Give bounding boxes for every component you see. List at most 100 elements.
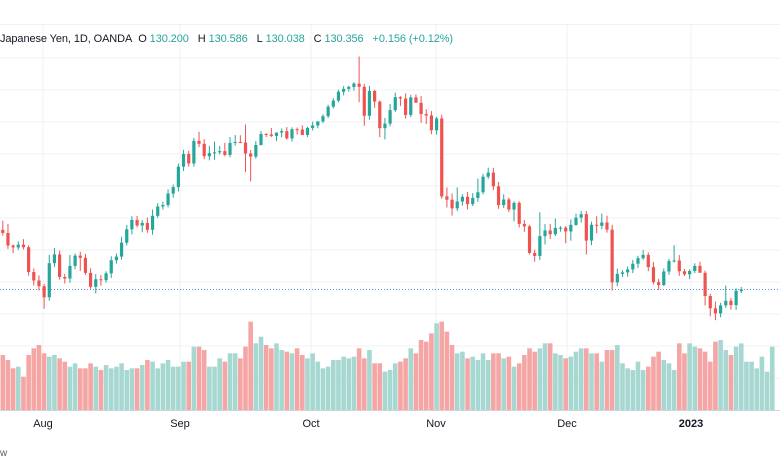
candle (176, 163, 180, 192)
candle-body (527, 226, 532, 253)
candle-body (455, 201, 459, 209)
candle-body (109, 260, 113, 274)
candle (197, 131, 201, 148)
candle-body (280, 131, 284, 133)
candle (104, 271, 108, 283)
candle (486, 167, 490, 179)
footer-text: w (0, 448, 8, 459)
candle (109, 256, 113, 278)
candle (688, 269, 692, 280)
candle-body (398, 97, 403, 99)
volume-bar (738, 343, 744, 410)
volume-bar (372, 363, 377, 410)
volume-bar (26, 355, 31, 410)
volume-bar (480, 353, 486, 410)
candle-body (450, 199, 454, 209)
candle (16, 241, 20, 250)
volume-bar (341, 356, 346, 410)
candle (677, 255, 681, 276)
volume-bar (434, 323, 439, 410)
candle (383, 117, 387, 140)
candle (238, 135, 242, 144)
candle-body (620, 272, 625, 274)
volume-bar (361, 358, 367, 410)
candle-body (636, 258, 640, 264)
volume-bar (377, 363, 383, 410)
candle-body (445, 196, 449, 200)
volume-bar (129, 368, 135, 410)
volume-bar (212, 366, 217, 410)
candle-body (32, 272, 36, 281)
volume-bar (449, 345, 455, 410)
candle (21, 239, 26, 250)
candle (496, 181, 501, 209)
symbol-label[interactable]: Japanese Yen, 1D, OANDA (0, 33, 133, 45)
volume-bar (398, 361, 403, 410)
volume-bar (423, 341, 429, 410)
close-value: C 130.356 (313, 33, 364, 45)
volume-bar (248, 321, 253, 410)
candle (569, 219, 573, 241)
candle-body (357, 83, 361, 87)
volume-bar (522, 355, 527, 410)
candle-body (393, 97, 397, 111)
candle-body (274, 132, 279, 136)
candle-body (6, 232, 10, 246)
candle-body (223, 151, 227, 155)
time-axis: Aug Sep Oct Nov Dec 2023 (33, 418, 703, 430)
candle-body (176, 166, 180, 188)
candle-body (145, 222, 149, 230)
volume-bar (635, 361, 641, 410)
candle (145, 217, 149, 233)
candle-body (1, 229, 5, 233)
candle-body (264, 133, 268, 135)
volume-bar (413, 353, 419, 410)
candle (610, 224, 614, 291)
candle-body (259, 133, 263, 145)
candle (171, 184, 175, 198)
candle-body (269, 134, 273, 136)
candle-body (249, 153, 253, 157)
candle-body (538, 236, 542, 256)
candle (331, 98, 335, 109)
candle-body (37, 280, 41, 287)
candle (150, 209, 155, 235)
volume-bar (46, 356, 52, 410)
candle (729, 298, 733, 310)
x-tick-label: 2023 (679, 418, 703, 430)
volume-bar (263, 345, 269, 410)
low-value: L 130.038 (256, 33, 305, 45)
candle (605, 215, 609, 233)
volume-bar (578, 348, 584, 410)
candle-body (703, 272, 707, 296)
candle (37, 275, 41, 291)
candle (543, 224, 547, 245)
candle (533, 249, 537, 262)
candle-body (383, 123, 387, 129)
volume-bar (656, 351, 661, 410)
volume-bar (733, 346, 739, 410)
candle-body (403, 98, 408, 115)
candle (58, 250, 62, 280)
volume-bar (584, 348, 589, 410)
volume-bar (83, 368, 88, 410)
candle (367, 85, 372, 120)
candle (434, 116, 439, 135)
candle (42, 284, 46, 309)
candle (300, 125, 304, 135)
candle (352, 82, 356, 91)
candle-body (719, 305, 723, 314)
candle (223, 142, 227, 157)
volume-bar (243, 346, 248, 410)
candle-body (672, 260, 676, 262)
volume-bar (191, 346, 197, 410)
candle (254, 141, 258, 159)
candle-body (496, 186, 501, 206)
candle-body (388, 110, 392, 124)
candle (558, 226, 563, 232)
candle-body (651, 267, 656, 283)
candle-body (476, 192, 480, 198)
volume-bar (692, 346, 698, 410)
